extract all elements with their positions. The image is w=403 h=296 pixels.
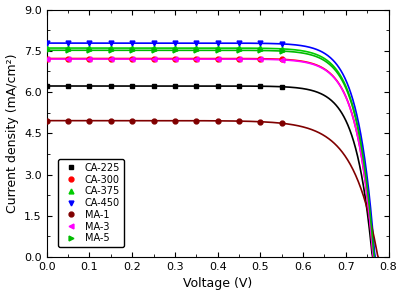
CA-300 <box>108 57 113 60</box>
CA-300 <box>87 57 92 60</box>
MA-5 <box>87 49 92 52</box>
CA-450 <box>215 41 220 45</box>
MA-5 <box>215 49 220 52</box>
Y-axis label: Current density (mA/cm²): Current density (mA/cm²) <box>6 54 19 213</box>
CA-450 <box>172 41 177 45</box>
CA-450 <box>66 41 71 45</box>
MA-1 <box>108 119 113 123</box>
MA-3 <box>237 57 241 61</box>
CA-375 <box>87 46 92 50</box>
MA-1 <box>130 119 135 123</box>
CA-300 <box>279 57 284 61</box>
CA-300 <box>258 57 263 60</box>
CA-450 <box>258 41 263 45</box>
CA-450 <box>279 42 284 46</box>
MA-1 <box>172 119 177 123</box>
MA-3 <box>108 57 113 61</box>
CA-300 <box>237 57 241 60</box>
MA-5 <box>66 49 71 52</box>
CA-450 <box>44 41 49 45</box>
MA-1 <box>279 121 284 125</box>
MA-5 <box>258 49 263 52</box>
MA-1 <box>87 119 92 123</box>
MA-1 <box>215 119 220 123</box>
CA-450 <box>108 41 113 45</box>
CA-225 <box>151 84 156 88</box>
X-axis label: Voltage (V): Voltage (V) <box>183 277 252 290</box>
MA-1 <box>66 119 71 123</box>
CA-225 <box>108 84 113 88</box>
Line: CA-300: CA-300 <box>44 56 284 62</box>
MA-1 <box>237 119 241 123</box>
CA-225 <box>194 84 199 88</box>
CA-450 <box>130 41 135 45</box>
CA-375 <box>172 46 177 50</box>
CA-375 <box>215 46 220 50</box>
Line: CA-375: CA-375 <box>44 46 284 51</box>
MA-3 <box>258 57 263 61</box>
CA-225 <box>66 84 71 88</box>
Line: MA-5: MA-5 <box>44 48 284 54</box>
MA-5 <box>130 49 135 52</box>
CA-450 <box>87 41 92 45</box>
MA-3 <box>66 57 71 61</box>
MA-5 <box>151 49 156 52</box>
CA-225 <box>237 84 241 88</box>
MA-1 <box>258 120 263 123</box>
CA-225 <box>172 84 177 88</box>
CA-300 <box>151 57 156 60</box>
CA-375 <box>237 46 241 50</box>
CA-375 <box>279 47 284 51</box>
CA-225 <box>87 84 92 88</box>
CA-300 <box>66 57 71 60</box>
CA-375 <box>194 46 199 50</box>
Line: MA-1: MA-1 <box>44 118 284 126</box>
MA-3 <box>151 57 156 61</box>
CA-450 <box>194 41 199 45</box>
MA-3 <box>215 57 220 61</box>
CA-375 <box>151 46 156 50</box>
MA-1 <box>151 119 156 123</box>
CA-300 <box>172 57 177 60</box>
MA-5 <box>194 49 199 52</box>
CA-225 <box>279 85 284 89</box>
MA-3 <box>194 57 199 61</box>
Legend: CA-225, CA-300, CA-375, CA-450, MA-1, MA-3, MA-5: CA-225, CA-300, CA-375, CA-450, MA-1, MA… <box>58 159 124 247</box>
CA-450 <box>237 41 241 45</box>
CA-300 <box>215 57 220 60</box>
CA-375 <box>66 46 71 50</box>
CA-450 <box>151 41 156 45</box>
MA-3 <box>87 57 92 61</box>
CA-375 <box>130 46 135 50</box>
CA-300 <box>194 57 199 60</box>
CA-375 <box>258 46 263 50</box>
CA-225 <box>130 84 135 88</box>
MA-5 <box>279 49 284 53</box>
CA-225 <box>215 84 220 88</box>
Line: CA-225: CA-225 <box>44 83 284 89</box>
CA-225 <box>44 84 49 88</box>
MA-1 <box>194 119 199 123</box>
MA-5 <box>237 49 241 52</box>
MA-3 <box>130 57 135 61</box>
CA-225 <box>258 84 263 88</box>
CA-375 <box>108 46 113 50</box>
CA-375 <box>44 46 49 50</box>
MA-5 <box>44 49 49 52</box>
MA-5 <box>108 49 113 52</box>
MA-5 <box>172 49 177 52</box>
MA-3 <box>279 58 284 62</box>
CA-300 <box>130 57 135 60</box>
Line: MA-3: MA-3 <box>44 57 284 62</box>
MA-1 <box>44 119 49 123</box>
CA-300 <box>44 57 49 60</box>
Line: CA-450: CA-450 <box>44 41 284 46</box>
MA-3 <box>172 57 177 61</box>
MA-3 <box>44 57 49 61</box>
